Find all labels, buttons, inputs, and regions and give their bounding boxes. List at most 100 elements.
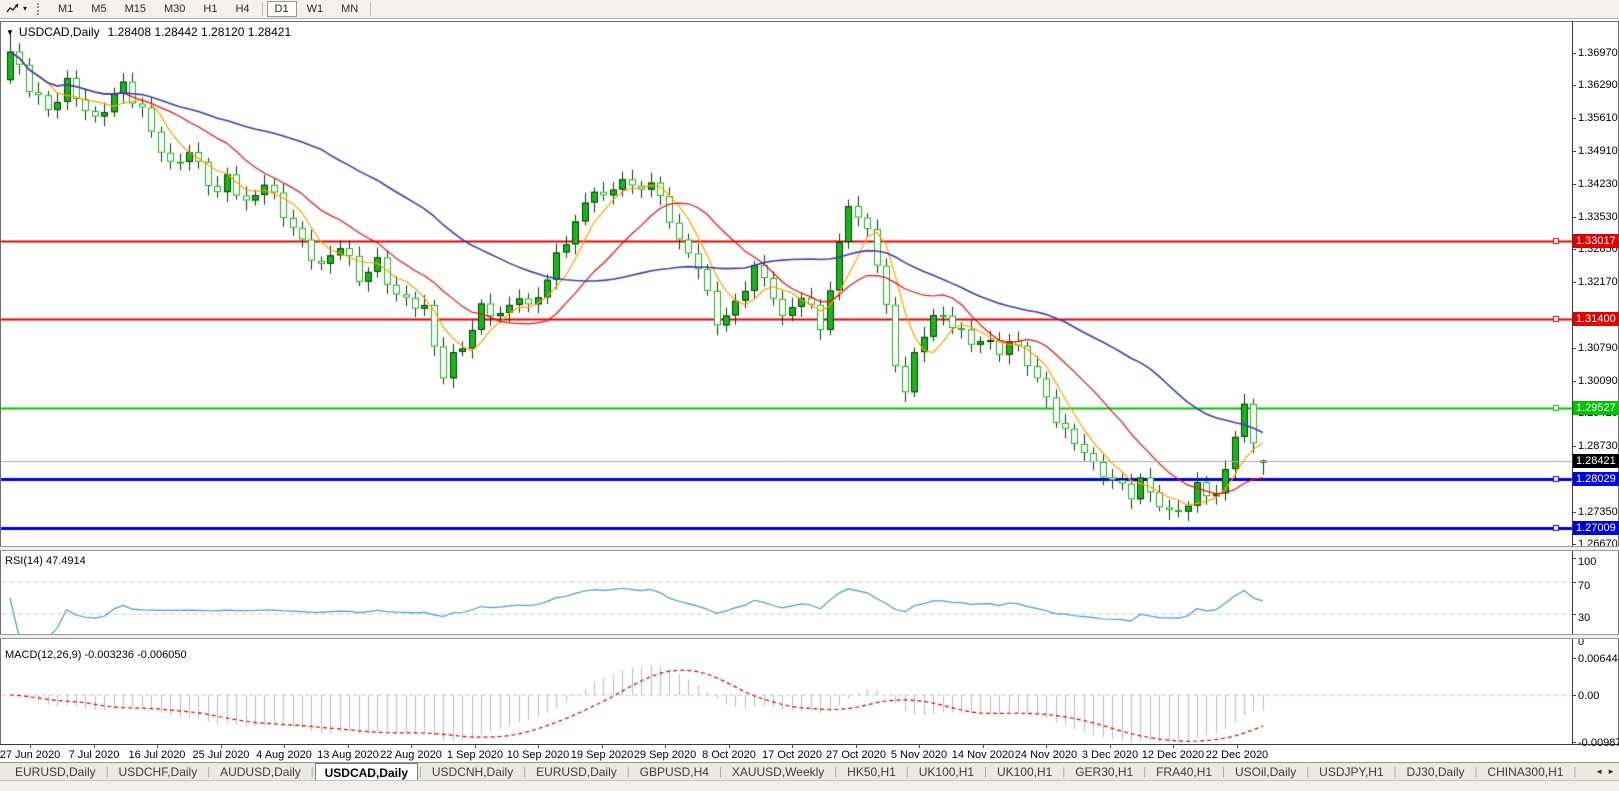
time-axis-label: 25 Jul 2020 xyxy=(192,749,250,761)
time-axis-tick xyxy=(729,745,730,748)
chart-tab-eurusd-daily[interactable]: EURUSD,Daily xyxy=(536,765,617,779)
timeframe-m5[interactable]: M5 xyxy=(91,3,107,15)
time-axis-tick xyxy=(538,745,539,748)
tab-separator: | xyxy=(1573,766,1577,778)
tab-separator: | xyxy=(718,766,722,778)
tab-scroll-right-icon[interactable]: ► xyxy=(1607,766,1615,776)
price-axis-tick xyxy=(1572,249,1576,250)
time-axis-tick xyxy=(1237,745,1238,748)
rsi-axis-tick xyxy=(1572,582,1576,583)
chart-tab-usdjpy-h1[interactable]: USDJPY,H1 xyxy=(1319,765,1384,779)
time-axis-tick xyxy=(94,745,95,748)
time-axis-tick xyxy=(157,745,158,748)
chart-tab-uk100-h1[interactable]: UK100,H1 xyxy=(918,765,975,779)
time-axis-label: 22 Dec 2020 xyxy=(1205,749,1269,761)
price-axis-label: 1.33530 xyxy=(1578,211,1618,223)
timeframe-w1[interactable]: W1 xyxy=(306,3,324,15)
price-axis-label: 1.30790 xyxy=(1578,342,1618,354)
main-rsi-splitter[interactable] xyxy=(0,546,1619,551)
chart-tab-hk50-h1[interactable]: HK50,H1 xyxy=(847,765,896,779)
time-axis-label: 7 Jul 2020 xyxy=(68,749,120,761)
macd-axis-label: 0.00 xyxy=(1578,690,1600,702)
tab-separator: | xyxy=(1393,766,1397,778)
time-axis-label: 27 Jun 2020 xyxy=(0,749,61,761)
hline-price-badge: 1.29527 xyxy=(1573,401,1619,415)
tab-scroll-left-icon[interactable]: ◄ xyxy=(1595,766,1604,776)
price-axis-label: 1.35610 xyxy=(1578,112,1618,124)
toolbar: ▾ M1 M5 M15 M30 H1 H4 D1 W1 MN xyxy=(0,0,1619,19)
chart-tab-fra40-h1[interactable]: FRA40,H1 xyxy=(1156,765,1213,779)
chart-tab-usoil-daily[interactable]: USOil,Daily xyxy=(1234,765,1297,779)
chart-tab-audusd-daily[interactable]: AUDUSD,Daily xyxy=(220,765,301,779)
time-axis-tick xyxy=(792,745,793,748)
timeframe-m30[interactable]: M30 xyxy=(163,3,186,15)
chart-tab-usdcnh-daily[interactable]: USDCNH,Daily xyxy=(431,765,514,779)
timeframe-m15[interactable]: M15 xyxy=(124,3,146,15)
tab-separator: | xyxy=(1306,766,1310,778)
price-axis-tick xyxy=(1572,118,1576,119)
time-axis-label: 12 Dec 2020 xyxy=(1141,749,1205,761)
tab-separator: | xyxy=(105,766,109,778)
hline-price-badge: 1.33017 xyxy=(1573,234,1619,248)
time-axis-tick xyxy=(1173,745,1174,748)
hline-price-badge: 1.27009 xyxy=(1573,521,1619,535)
price-axis-label: 1.32170 xyxy=(1578,276,1618,288)
chart-tab-uk100-h1[interactable]: UK100,H1 xyxy=(996,765,1053,779)
time-axis-label: 3 Dec 2020 xyxy=(1081,749,1139,761)
price-axis-tick xyxy=(1572,348,1576,349)
time-axis-tick xyxy=(983,745,984,748)
chart-tab-china300-h1[interactable]: CHINA300,H1 xyxy=(1487,765,1564,779)
time-axis-tick xyxy=(919,745,920,748)
time-axis-tick xyxy=(411,745,412,748)
macd-axis-tick xyxy=(1572,742,1576,743)
toolbar-separator xyxy=(370,2,372,16)
hline-price-badge: 1.28029 xyxy=(1573,472,1619,486)
chart-title-ohlc: 1.28408 1.28442 1.28120 1.28421 xyxy=(107,25,292,39)
chart-tab-ger30-h1[interactable]: GER30,H1 xyxy=(1075,765,1134,779)
tab-separator: | xyxy=(626,766,630,778)
time-axis-tick xyxy=(665,745,666,748)
time-axis-tick xyxy=(475,745,476,748)
toolbar-grip[interactable] xyxy=(37,3,43,15)
rsi-axis-label: 100 xyxy=(1578,556,1597,568)
chart-tab-usdcad-daily[interactable]: USDCAD,Daily xyxy=(314,763,418,781)
price-axis-label: 1.28730 xyxy=(1578,440,1618,452)
chart-tab-bar: EURUSD,Daily | USDCHF,Daily | AUDUSD,Daily | U… xyxy=(0,762,1619,781)
tab-separator: | xyxy=(523,766,527,778)
time-axis-tick xyxy=(856,745,857,748)
time-axis-label: 10 Sep 2020 xyxy=(506,749,570,761)
price-axis-label: 1.27350 xyxy=(1578,506,1618,518)
chart-tab-xauusd-weekly[interactable]: XAUUSD,Weekly xyxy=(731,765,825,779)
price-axis-separator xyxy=(1572,21,1573,745)
toolbar-separator xyxy=(261,2,263,16)
dropdown-caret-icon[interactable]: ▾ xyxy=(23,4,28,13)
price-axis-tick xyxy=(1572,446,1576,447)
chart-tool-icon[interactable] xyxy=(3,2,23,16)
time-axis-label: 14 Nov 2020 xyxy=(951,749,1015,761)
rsi-macd-splitter[interactable] xyxy=(0,634,1619,639)
timeframe-mn[interactable]: MN xyxy=(341,3,359,15)
timeframe-h4[interactable]: H4 xyxy=(235,3,250,15)
timeframe-d1[interactable]: D1 xyxy=(266,1,297,17)
price-axis-tick xyxy=(1572,512,1576,513)
price-axis-tick xyxy=(1572,217,1576,218)
time-axis-tick xyxy=(1110,745,1111,748)
chart-tab-eurusd-daily[interactable]: EURUSD,Daily xyxy=(15,765,96,779)
time-axis-label: 17 Oct 2020 xyxy=(762,749,822,761)
tab-separator: | xyxy=(1143,766,1147,778)
time-axis xyxy=(0,745,1619,762)
timeframe-h1[interactable]: H1 xyxy=(203,3,218,15)
chart-tab-gbpusd-h4[interactable]: GBPUSD,H4 xyxy=(639,765,709,779)
triangle-down-icon[interactable]: ▼ xyxy=(6,28,14,37)
chart-tab-dj30-daily[interactable]: DJ30,Daily xyxy=(1406,765,1465,779)
time-axis-tick xyxy=(602,745,603,748)
time-axis-tick xyxy=(30,745,31,748)
macd-axis-tick xyxy=(1572,695,1576,696)
time-axis-line xyxy=(0,744,1619,745)
chart-window-top-border xyxy=(0,21,1619,22)
tab-separator: | xyxy=(1474,766,1478,778)
price-axis-label: 1.36290 xyxy=(1578,79,1618,91)
timeframe-m1[interactable]: M1 xyxy=(58,3,74,15)
chart-tab-usdchf-daily[interactable]: USDCHF,Daily xyxy=(118,765,198,779)
